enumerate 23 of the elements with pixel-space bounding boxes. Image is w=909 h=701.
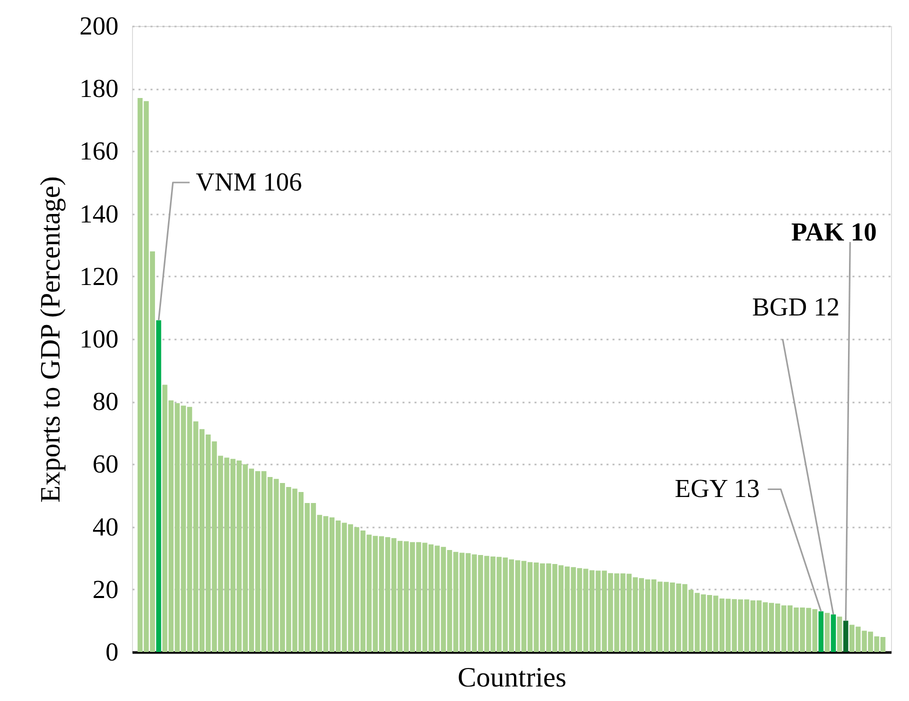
y-tick-label: 20 — [92, 574, 118, 604]
y-tick-label: 0 — [106, 638, 118, 666]
y-tick-label: 140 — [80, 199, 118, 228]
y-tick-label: 160 — [80, 136, 118, 166]
bar — [824, 612, 830, 652]
bar — [843, 620, 848, 652]
bar — [837, 616, 842, 652]
y-tick-label: 120 — [80, 262, 118, 291]
data-label: VNM 106 — [196, 168, 302, 196]
data-label: EGY 13 — [674, 474, 760, 504]
data-label: PAK 10 — [791, 218, 877, 247]
y-tick-label: 100 — [80, 324, 118, 354]
bar — [156, 320, 162, 652]
bar — [818, 611, 824, 652]
y-tick-label: 200 — [80, 12, 118, 40]
x-axis-title: Countries — [458, 662, 566, 694]
y-tick-label: 40 — [92, 512, 118, 542]
y-tick-label: 180 — [80, 74, 118, 104]
y-tick-label: 80 — [92, 387, 118, 416]
data-label: BGD 12 — [752, 292, 840, 322]
y-axis-title: Exports to GDP (Percentage) — [36, 176, 66, 503]
y-tick-label: 60 — [92, 450, 118, 479]
bar — [830, 614, 836, 652]
